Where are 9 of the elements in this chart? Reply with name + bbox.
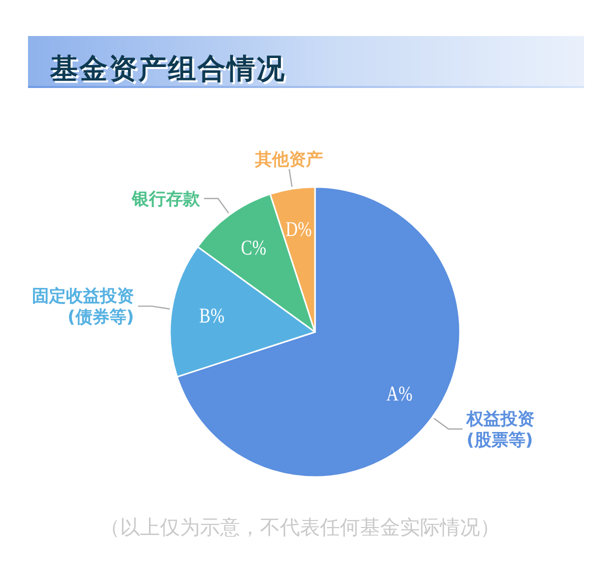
- data-label: A%: [386, 382, 413, 406]
- slice-label: 固定收益投资 (债券等): [32, 286, 134, 328]
- slice-label: 其他资产: [254, 150, 324, 170]
- chart-title: 基金资产组合情况: [49, 52, 286, 85]
- slice-label: 银行存款: [131, 190, 202, 210]
- data-label: C%: [241, 236, 266, 260]
- data-label: B%: [199, 305, 225, 328]
- data-label: D%: [286, 218, 312, 242]
- slice-label: 权益投资 (股票等): [465, 409, 534, 450]
